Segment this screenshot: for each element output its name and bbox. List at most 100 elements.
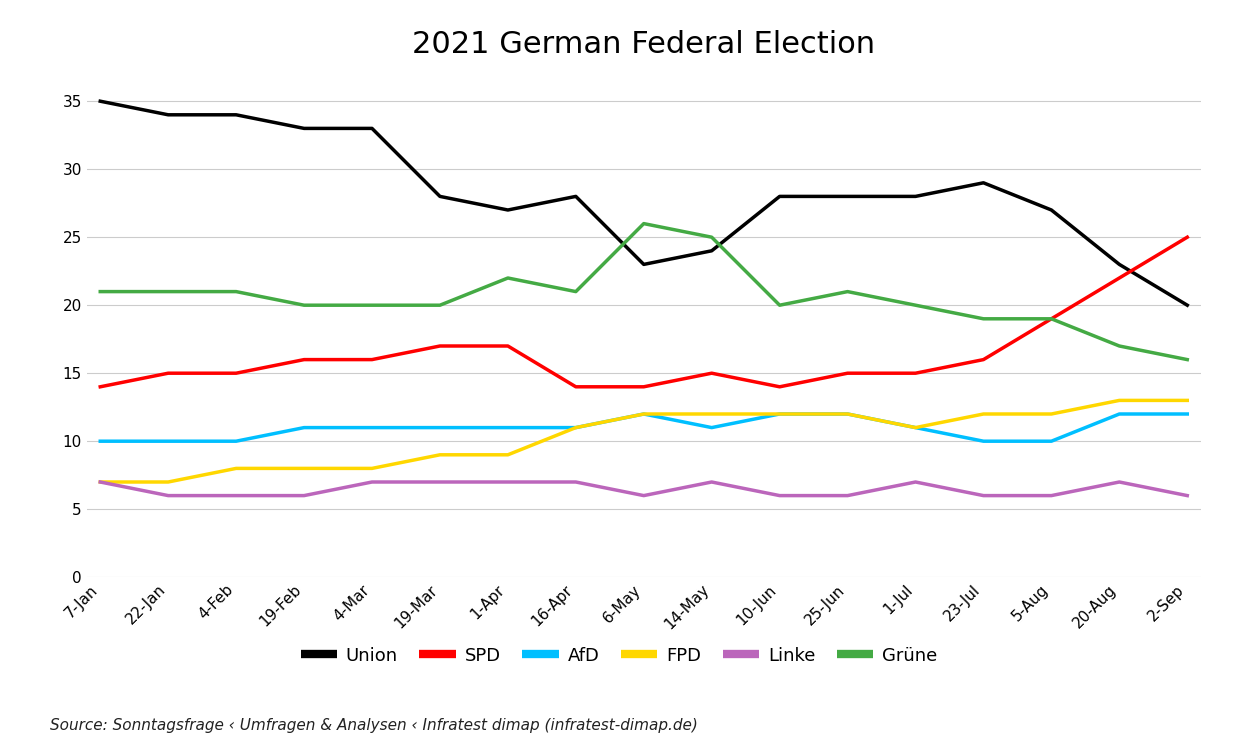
AfD (1180, 409, 1195, 418)
AfD (93, 437, 108, 445)
Grüne (1044, 314, 1058, 323)
FPD (636, 409, 651, 418)
Linke (161, 491, 176, 500)
FPD (1180, 396, 1195, 405)
Linke (1044, 491, 1058, 500)
FPD (93, 477, 108, 486)
AfD (976, 437, 990, 445)
Union (161, 110, 176, 119)
Union (364, 124, 379, 133)
Union (229, 110, 244, 119)
Linke (1180, 491, 1195, 500)
SPD (773, 383, 787, 391)
Title: 2021 German Federal Election: 2021 German Federal Election (412, 30, 875, 59)
Union (93, 97, 108, 106)
SPD (229, 369, 244, 377)
Line: Linke: Linke (100, 482, 1187, 496)
Union (704, 246, 719, 255)
SPD (909, 369, 924, 377)
FPD (500, 451, 515, 460)
AfD (161, 437, 176, 445)
AfD (364, 423, 379, 432)
FPD (1044, 409, 1058, 418)
Linke (976, 491, 990, 500)
Union (1044, 206, 1058, 215)
Linke (704, 477, 719, 486)
FPD (773, 409, 787, 418)
SPD (432, 342, 447, 351)
Grüne (773, 300, 787, 309)
AfD (432, 423, 447, 432)
Linke (364, 477, 379, 486)
Grüne (568, 287, 583, 296)
Grüne (1180, 355, 1195, 364)
FPD (841, 409, 855, 418)
Union (841, 192, 855, 201)
Linke (1112, 477, 1127, 486)
Line: SPD: SPD (100, 238, 1187, 387)
Grüne (229, 287, 244, 296)
Grüne (500, 274, 515, 283)
Union (636, 260, 651, 269)
SPD (500, 342, 515, 351)
Grüne (93, 287, 108, 296)
Union (1180, 300, 1195, 309)
Grüne (636, 219, 651, 228)
SPD (636, 383, 651, 391)
AfD (1112, 409, 1127, 418)
AfD (636, 409, 651, 418)
Linke (297, 491, 312, 500)
FPD (909, 423, 924, 432)
AfD (909, 423, 924, 432)
SPD (297, 355, 312, 364)
Union (909, 192, 924, 201)
Union (568, 192, 583, 201)
Linke (773, 491, 787, 500)
SPD (93, 383, 108, 391)
SPD (1180, 233, 1195, 242)
FPD (297, 464, 312, 473)
Grüne (841, 287, 855, 296)
SPD (841, 369, 855, 377)
FPD (364, 464, 379, 473)
AfD (229, 437, 244, 445)
SPD (1044, 314, 1058, 323)
SPD (976, 355, 990, 364)
Linke (93, 477, 108, 486)
Union (297, 124, 312, 133)
Union (976, 178, 990, 187)
FPD (704, 409, 719, 418)
Grüne (704, 233, 719, 242)
Grüne (161, 287, 176, 296)
Grüne (976, 314, 990, 323)
FPD (432, 451, 447, 460)
SPD (364, 355, 379, 364)
FPD (1112, 396, 1127, 405)
Linke (432, 477, 447, 486)
AfD (500, 423, 515, 432)
Line: AfD: AfD (100, 414, 1187, 441)
Union (500, 206, 515, 215)
SPD (704, 369, 719, 377)
Union (432, 192, 447, 201)
Union (1112, 260, 1127, 269)
Line: Grüne: Grüne (100, 223, 1187, 360)
AfD (773, 409, 787, 418)
FPD (976, 409, 990, 418)
SPD (161, 369, 176, 377)
AfD (704, 423, 719, 432)
AfD (841, 409, 855, 418)
Linke (500, 477, 515, 486)
Linke (568, 477, 583, 486)
Text: Source: Sonntagsfrage ‹ Umfragen & Analysen ‹ Infratest dimap (infratest-dimap.d: Source: Sonntagsfrage ‹ Umfragen & Analy… (50, 718, 697, 733)
AfD (568, 423, 583, 432)
Grüne (909, 300, 924, 309)
Grüne (1112, 342, 1127, 351)
FPD (568, 423, 583, 432)
Line: FPD: FPD (100, 400, 1187, 482)
AfD (1044, 437, 1058, 445)
AfD (297, 423, 312, 432)
SPD (568, 383, 583, 391)
FPD (161, 477, 176, 486)
Linke (636, 491, 651, 500)
